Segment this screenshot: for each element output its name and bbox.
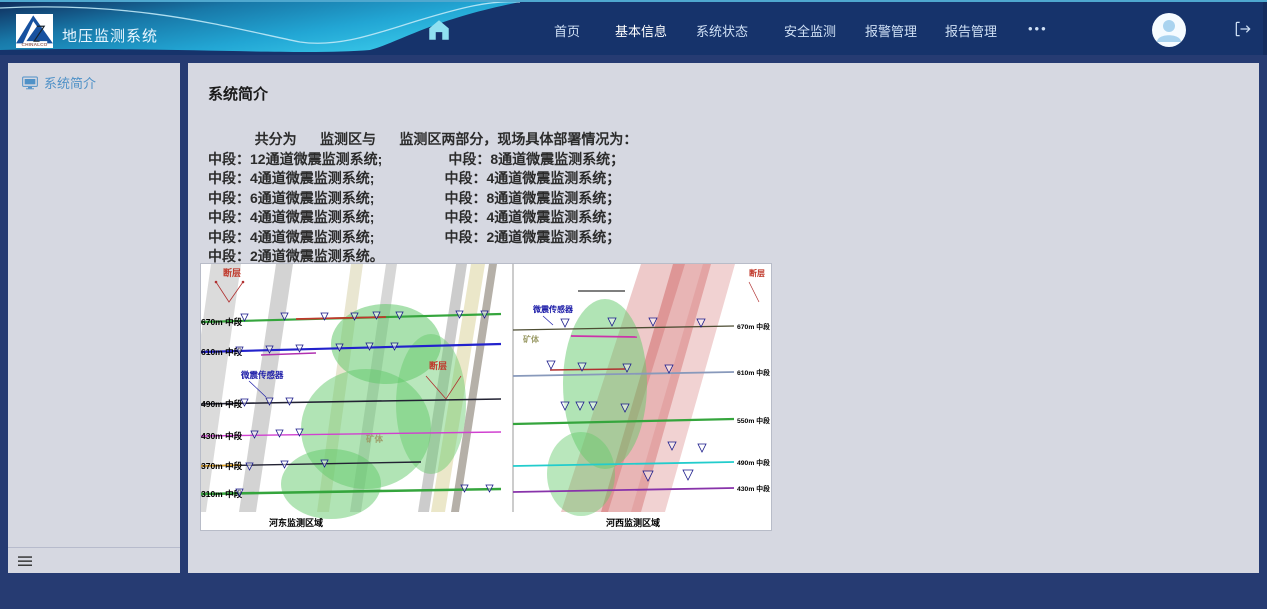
svg-text:断层: 断层 bbox=[429, 360, 447, 371]
svg-text:490m 中段: 490m 中段 bbox=[737, 458, 770, 467]
svg-text:670m 中段: 670m 中段 bbox=[737, 322, 770, 331]
svg-text:370m 中段: 370m 中段 bbox=[201, 461, 243, 471]
svg-text:610m 中段: 610m 中段 bbox=[737, 368, 770, 377]
svg-text:矿体: 矿体 bbox=[523, 334, 540, 344]
svg-text:断层: 断层 bbox=[223, 267, 241, 278]
svg-text:微震传感器: 微震传感器 bbox=[532, 304, 574, 314]
svg-text:微震传感器: 微震传感器 bbox=[240, 370, 284, 380]
svg-text:550m 中段: 550m 中段 bbox=[737, 416, 770, 425]
svg-text:430m 中段: 430m 中段 bbox=[737, 484, 770, 493]
svg-text:断层: 断层 bbox=[749, 268, 765, 278]
svg-text:矿体: 矿体 bbox=[366, 434, 384, 444]
svg-text:河西监测区域: 河西监测区域 bbox=[606, 517, 660, 528]
svg-text:河东监测区域: 河东监测区域 bbox=[269, 517, 323, 528]
svg-text:CHINALCO: CHINALCO bbox=[22, 42, 48, 47]
svg-text:430m 中段: 430m 中段 bbox=[201, 431, 243, 441]
svg-text:490m 中段: 490m 中段 bbox=[201, 399, 243, 409]
svg-text:670m 中段: 670m 中段 bbox=[201, 317, 243, 327]
